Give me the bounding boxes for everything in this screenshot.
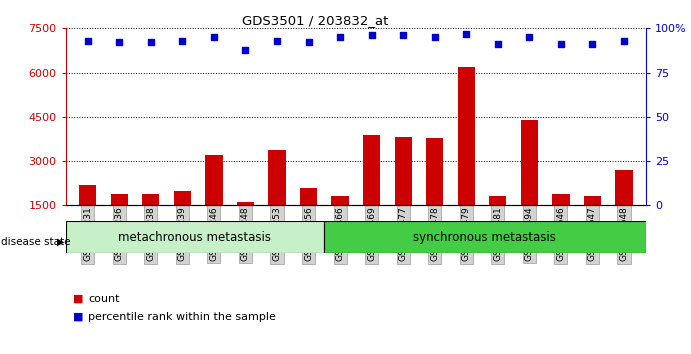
Bar: [268, 150, 285, 205]
Point: [303, 40, 314, 45]
Bar: [205, 155, 223, 205]
Bar: [332, 196, 349, 205]
Bar: [142, 194, 160, 205]
Text: ■: ■: [73, 294, 83, 304]
Bar: [489, 196, 507, 205]
Bar: [457, 67, 475, 205]
Title: GDS3501 / 203832_at: GDS3501 / 203832_at: [242, 14, 388, 27]
Point: [82, 38, 93, 44]
Bar: [237, 202, 254, 205]
Text: ■: ■: [73, 312, 83, 322]
Point: [209, 34, 220, 40]
Point: [492, 41, 503, 47]
Bar: [584, 196, 601, 205]
Bar: [173, 191, 191, 205]
Point: [587, 41, 598, 47]
Bar: [521, 120, 538, 205]
Point: [524, 34, 535, 40]
Bar: [300, 188, 317, 205]
Point: [429, 34, 440, 40]
Point: [272, 38, 283, 44]
Point: [177, 38, 188, 44]
Point: [114, 40, 125, 45]
Point: [366, 33, 377, 38]
Point: [461, 31, 472, 36]
Text: disease state: disease state: [1, 237, 71, 247]
Text: synchronous metastasis: synchronous metastasis: [413, 231, 556, 244]
Point: [240, 47, 251, 52]
Text: count: count: [88, 294, 120, 304]
Bar: [552, 194, 569, 205]
Bar: [66, 221, 323, 253]
Text: metachronous metastasis: metachronous metastasis: [118, 231, 271, 244]
Bar: [426, 138, 444, 205]
Point: [556, 41, 567, 47]
Bar: [363, 135, 380, 205]
Point: [618, 38, 630, 44]
Bar: [111, 194, 128, 205]
Text: percentile rank within the sample: percentile rank within the sample: [88, 312, 276, 322]
Bar: [395, 137, 412, 205]
Text: ▶: ▶: [57, 237, 64, 247]
Bar: [615, 170, 633, 205]
Point: [145, 40, 156, 45]
Bar: [323, 221, 646, 253]
Bar: [79, 185, 97, 205]
Point: [334, 34, 346, 40]
Point: [397, 33, 408, 38]
